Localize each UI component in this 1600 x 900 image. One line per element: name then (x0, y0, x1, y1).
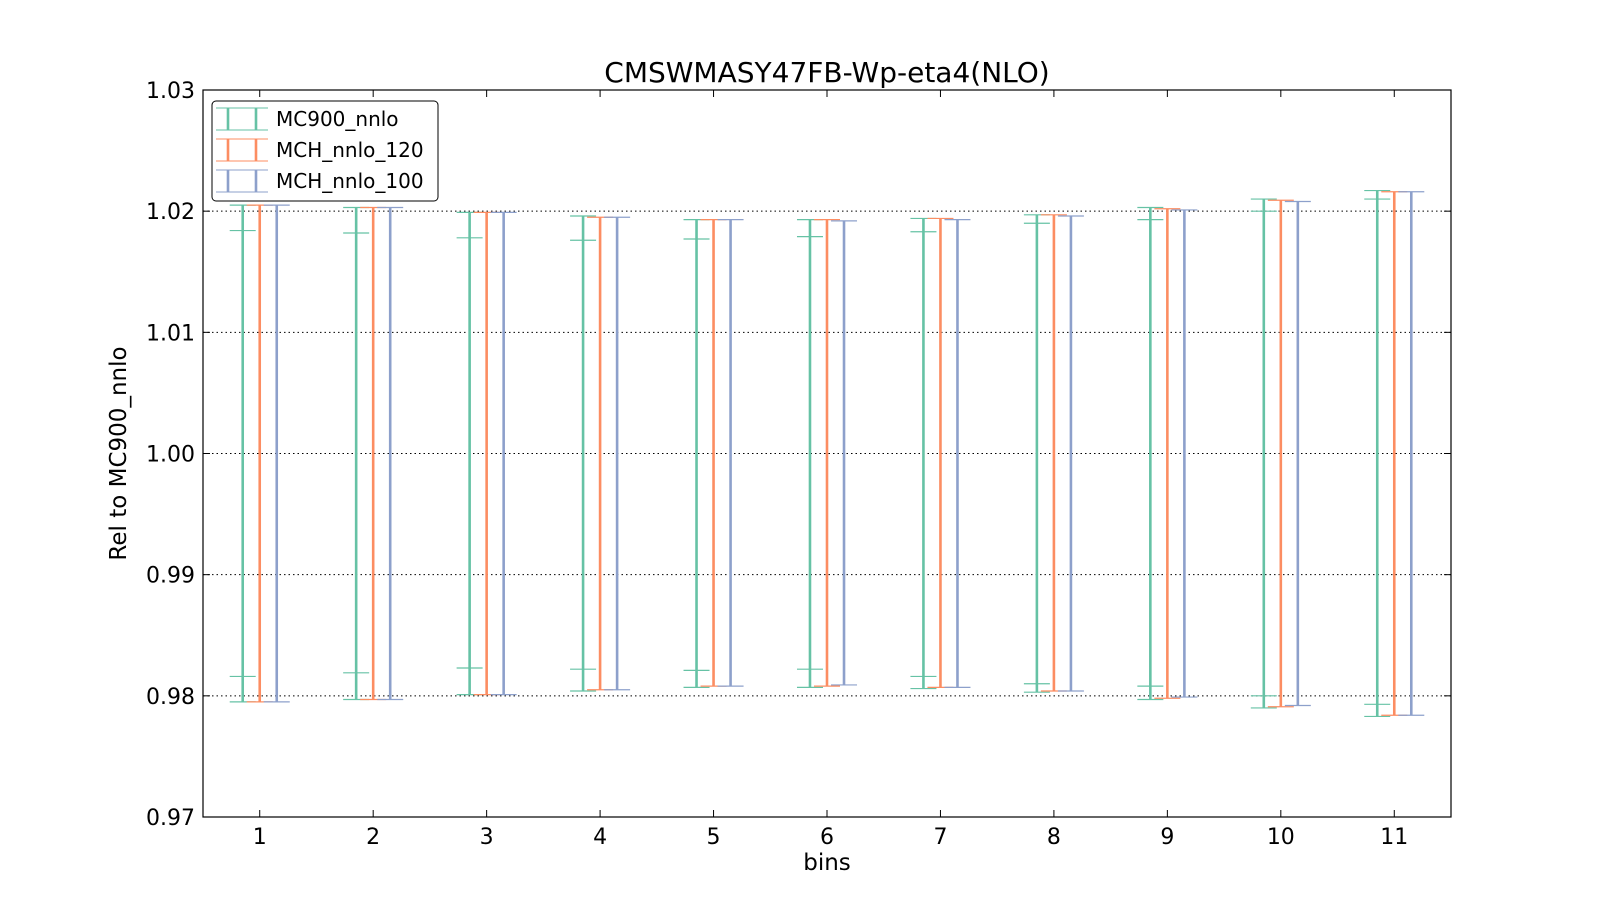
chart-title: CMSWMASY47FB-Wp-eta4(NLO) (604, 56, 1049, 89)
x-tick-label: 7 (933, 825, 947, 850)
grid-lines (203, 210, 1451, 697)
x-tick-label: 11 (1380, 825, 1408, 850)
y-tick-label: 1.02 (146, 200, 195, 225)
series-MC900_nnlo (229, 189, 1391, 718)
x-tick-label: 10 (1267, 825, 1295, 850)
y-tick-label: 1.01 (146, 321, 195, 346)
y-tick-label: 1.03 (146, 79, 195, 104)
y-tick-label: 0.99 (146, 564, 195, 589)
legend: MC900_nnlo MCH_nnlo_120 MCH_nnlo_100 (211, 100, 439, 202)
x-tick-label: 5 (707, 825, 721, 850)
x-tick-label: 2 (366, 825, 380, 850)
x-tick-label: 9 (1160, 825, 1174, 850)
x-tick-label: 4 (593, 825, 607, 850)
axis-ticks: 0.97 0.98 0.99 1.00 1.01 1.02 1.03 1 2 3 4 5 6 7 8 9 10 1… (146, 79, 1451, 850)
x-tick-label: 3 (480, 825, 494, 850)
error-bars (229, 189, 1425, 718)
y-axis-label: Rel to MC900_nnlo (106, 346, 132, 560)
y-tick-label: 0.98 (146, 685, 195, 710)
x-tick-label: 1 (253, 825, 267, 850)
series-MCH_nnlo_100 (263, 191, 1425, 716)
x-axis-label: bins (803, 850, 851, 876)
y-tick-label: 1.00 (146, 443, 195, 468)
x-tick-label: 6 (820, 825, 834, 850)
legend-label: MC900_nnlo (276, 107, 399, 131)
legend-box (211, 100, 439, 202)
legend-label: MCH_nnlo_100 (276, 169, 424, 193)
x-tick-label: 8 (1047, 825, 1061, 850)
legend-label: MCH_nnlo_120 (276, 138, 424, 162)
series-MCH_nnlo_120 (246, 191, 1408, 716)
y-tick-label: 0.97 (146, 806, 195, 831)
